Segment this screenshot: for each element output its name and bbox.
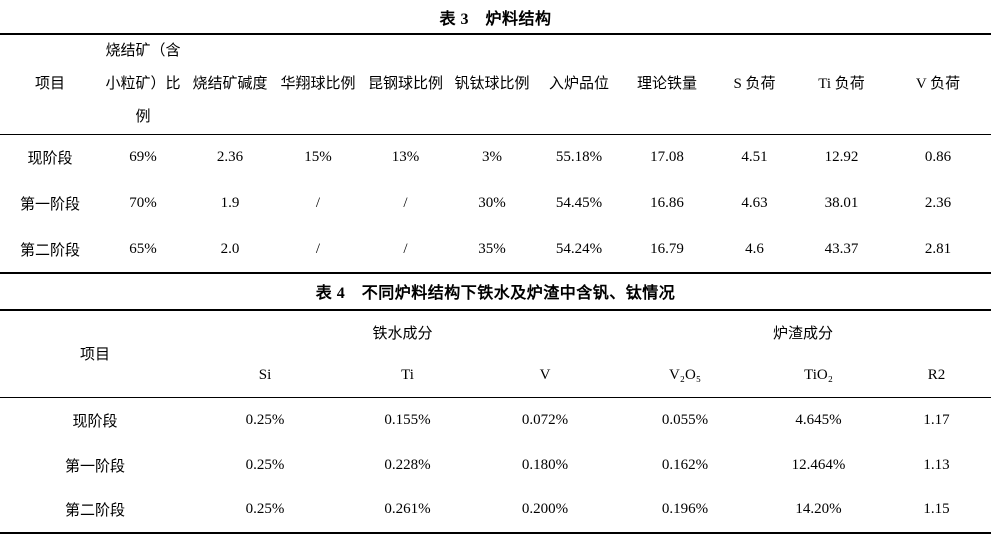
table-cell: 3% [482, 149, 502, 166]
table-cell: 1.17 [923, 411, 950, 428]
table3-header-charge-grade: 入炉品位 [548, 76, 609, 92]
table-cell: 0.25% [245, 411, 285, 428]
table-cell: 2.81 [924, 240, 952, 257]
table-cell: 55.18% [555, 149, 603, 166]
table4-row-current-stage: 现阶段 0.25% 0.155% 0.072% 0.055% 4.645% 1.… [0, 398, 991, 443]
table-cell: / [403, 195, 408, 211]
table4-row-stage-one: 第一阶段 0.25% 0.228% 0.180% 0.162% 12.464% … [0, 443, 991, 488]
table-cell: 0.155% [384, 411, 431, 428]
table-cell: 13% [391, 149, 420, 166]
table-cell: 65% [129, 240, 157, 257]
table-cell: 0.25% [245, 501, 285, 517]
table-cell: / [403, 240, 408, 257]
table-cell: 54.45% [555, 195, 603, 211]
table4-header-r2: R2 [927, 367, 946, 384]
table-cell: 14.20% [795, 501, 842, 517]
table4-subheader-row: Si Ti V V₂O₅ TiO₂ R2 [0, 355, 991, 398]
table4-v-ti-content: 项目 铁水成分 炉渣成分 Si Ti V V₂O₅ TiO₂ R2 现阶段 0.… [0, 308, 991, 534]
table-cell: 1.9 [220, 195, 240, 211]
table-cell: 12.92 [824, 149, 859, 166]
table3-header-item: 项目 [34, 76, 65, 92]
table-cell: 2.0 [220, 240, 240, 257]
row-label: 现阶段 [27, 151, 73, 168]
row-label: 第二阶段 [64, 503, 125, 519]
table-cell: 4.645% [795, 411, 842, 428]
table4-header-v2o5: V₂O₅ [668, 367, 702, 384]
table4-group-header-row: 项目 铁水成分 炉渣成分 [0, 310, 991, 363]
table3-header-vti-pellet-ratio: 钒钛球比例 [454, 76, 530, 92]
table-cell: 0.86 [924, 149, 952, 166]
table-cell: 2.36 [216, 149, 244, 166]
table3-title: 表 3 炉料结构 [439, 10, 552, 28]
table-cell: 1.15 [923, 501, 950, 517]
table3-header-sinter-ratio: 烧结矿（含小粒矿）比例 [105, 43, 181, 125]
table4-header-ti: Ti [401, 367, 414, 384]
table3-header-s-load: S 负荷 [733, 76, 776, 92]
table3-header-huaxiang-pellet-ratio: 华翔球比例 [280, 76, 356, 92]
row-label: 第一阶段 [64, 458, 125, 475]
table4-header-v: V [539, 367, 551, 384]
table-cell: 30% [478, 195, 506, 211]
table-cell: 4.6 [745, 240, 764, 257]
table3-header-v-load: V 负荷 [915, 76, 961, 92]
table-cell: 38.01 [824, 195, 859, 211]
row-label: 第一阶段 [19, 197, 80, 213]
table-cell: 12.464% [791, 456, 846, 473]
table-cell: 54.24% [555, 240, 603, 257]
table-cell: 17.08 [650, 149, 684, 166]
table-cell: 16.86 [650, 195, 684, 211]
table4-group-molten-iron: 铁水成分 [372, 326, 433, 342]
table-cell: 0.261% [384, 501, 431, 517]
table3-header-kungang-pellet-ratio: 昆钢球比例 [367, 76, 443, 92]
table3-header-ti-load: Ti 负荷 [818, 76, 865, 92]
table3-row-stage-one: 第一阶段 70% 1.9 / / 30% 54.45% 16.86 4.63 3… [0, 181, 991, 227]
table3-row-stage-two: 第二阶段 65% 2.0 / / 35% 54.24% 16.79 4.6 43… [0, 227, 991, 273]
table-cell: 0.228% [384, 456, 431, 473]
table-cell: 2.36 [924, 195, 952, 211]
table-cell: 0.162% [661, 456, 709, 473]
table-cell: 70% [129, 195, 157, 211]
row-label: 第二阶段 [19, 242, 80, 259]
table-cell: 0.180% [521, 456, 569, 473]
table4-group-slag: 炉渣成分 [773, 326, 834, 342]
table-cell: 1.13 [923, 456, 950, 473]
table-cell: 4.63 [741, 195, 768, 211]
table-cell: 43.37 [824, 240, 859, 257]
table-cell: 0.072% [521, 411, 569, 428]
table-cell: 15% [304, 149, 332, 166]
table4-corner-header: 项目 [79, 347, 110, 364]
table3-header-row: 项目 烧结矿（含小粒矿）比例 烧结矿碱度 华翔球比例 昆钢球比例 钒钛球比例 入… [0, 34, 991, 135]
table3-charge-structure: 项目 烧结矿（含小粒矿）比例 烧结矿碱度 华翔球比例 昆钢球比例 钒钛球比例 入… [0, 33, 991, 274]
row-label: 现阶段 [72, 413, 118, 430]
table-cell: 0.055% [661, 411, 709, 428]
table-cell: 0.25% [245, 456, 285, 473]
table-cell: / [315, 195, 321, 211]
table-cell: 0.200% [521, 501, 569, 517]
table3-row-current-stage: 现阶段 69% 2.36 15% 13% 3% 55.18% 17.08 4.5… [0, 135, 991, 181]
table-cell: 16.79 [650, 240, 684, 257]
table4-title: 表 4 不同炉料结构下铁水及炉渣中含钒、钛情况 [315, 285, 676, 302]
table-cell: 69% [129, 149, 157, 166]
table4-header-tio2: TiO₂ [804, 367, 833, 384]
table3-header-theoretical-iron: 理论铁量 [636, 76, 697, 92]
table-cell: 35% [478, 240, 506, 257]
table-cell: / [315, 240, 321, 257]
table-cell: 0.196% [661, 501, 709, 517]
table-cell: 4.51 [741, 149, 768, 166]
table4-header-si: Si [258, 367, 272, 384]
table3-header-sinter-basicity: 烧结矿碱度 [192, 76, 268, 92]
table4-row-stage-two: 第二阶段 0.25% 0.261% 0.200% 0.196% 14.20% 1… [0, 488, 991, 533]
